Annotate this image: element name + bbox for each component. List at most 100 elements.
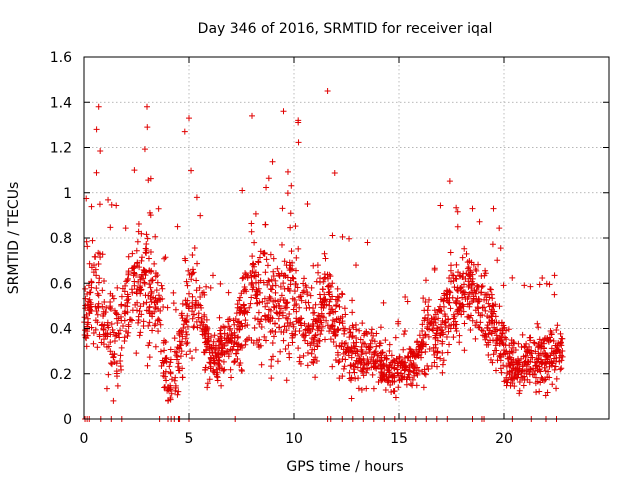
data-point (512, 372, 519, 379)
data-point (345, 352, 352, 359)
data-point (234, 356, 241, 363)
data-point (176, 328, 183, 335)
data-point (489, 359, 496, 366)
data-point (468, 281, 475, 288)
data-point (484, 291, 491, 298)
data-point (280, 329, 287, 336)
data-point (437, 355, 444, 362)
data-point (409, 376, 416, 383)
data-point (499, 339, 506, 346)
data-point (499, 327, 506, 334)
x-tick-label: 15 (390, 431, 408, 447)
data-point (553, 354, 560, 361)
data-point (296, 354, 303, 361)
data-point (434, 325, 441, 332)
axis-ticks (83, 56, 609, 420)
data-point (329, 363, 336, 370)
data-point (189, 251, 196, 258)
data-point (399, 364, 406, 371)
data-point (248, 228, 255, 235)
data-point (364, 239, 371, 246)
data-point (407, 368, 414, 375)
data-point (557, 340, 564, 347)
data-point (156, 295, 163, 302)
data-point (118, 344, 125, 351)
data-point (265, 306, 272, 313)
data-point (339, 290, 346, 297)
data-point (412, 364, 419, 371)
data-point (113, 202, 120, 209)
data-point (108, 305, 115, 312)
data-point (155, 328, 162, 335)
data-point (284, 315, 291, 322)
data-point (186, 115, 192, 122)
data-point (289, 265, 296, 272)
data-point (454, 208, 461, 215)
data-point (419, 338, 426, 345)
data-point (244, 272, 251, 279)
data-point (284, 320, 291, 327)
y-tick-label: 0.6 (50, 276, 72, 292)
data-point (419, 321, 426, 328)
data-point (168, 390, 175, 397)
data-point (182, 257, 189, 264)
data-point (559, 353, 566, 360)
data-point (553, 342, 560, 349)
data-point (206, 341, 213, 348)
data-point (270, 303, 277, 310)
data-point (283, 377, 290, 384)
data-point (422, 341, 429, 348)
data-point (401, 354, 408, 361)
data-point (83, 238, 90, 245)
data-point (492, 313, 499, 320)
data-point (326, 288, 333, 295)
data-point (197, 212, 204, 219)
data-point (164, 304, 171, 311)
data-point (225, 353, 232, 360)
data-point (121, 334, 128, 341)
data-point (348, 374, 355, 381)
data-point (430, 318, 437, 325)
data-point (255, 309, 262, 316)
data-point (490, 205, 497, 212)
data-point (386, 361, 393, 368)
data-point (321, 302, 328, 309)
data-point (124, 332, 131, 339)
data-point (352, 350, 359, 357)
data-point (258, 323, 265, 330)
data-point (315, 312, 322, 319)
data-point (292, 223, 299, 230)
data-point (242, 341, 249, 348)
data-point (389, 379, 396, 386)
data-point (477, 289, 484, 296)
data-point (426, 296, 433, 303)
data-point (433, 354, 440, 361)
data-point (538, 374, 545, 381)
data-point (95, 103, 102, 110)
data-point (189, 315, 196, 322)
data-point (446, 341, 453, 348)
data-point (416, 332, 423, 339)
data-point (292, 267, 299, 274)
data-point (432, 341, 439, 348)
data-point (188, 276, 195, 283)
data-point (377, 324, 384, 331)
data-point (394, 369, 401, 376)
data-point (285, 342, 292, 349)
data-point (231, 339, 238, 346)
data-point (523, 340, 530, 347)
data-point (310, 359, 317, 366)
data-point (476, 218, 483, 225)
data-point (371, 338, 378, 345)
data-point (192, 297, 199, 304)
data-point (334, 349, 341, 356)
data-point (289, 274, 296, 281)
data-point (143, 307, 150, 314)
data-point (402, 328, 409, 335)
data-point (139, 271, 146, 278)
data-point (544, 389, 551, 396)
data-point (531, 340, 538, 347)
data-point (129, 289, 136, 296)
data-point (443, 334, 450, 341)
data-point (509, 380, 516, 387)
